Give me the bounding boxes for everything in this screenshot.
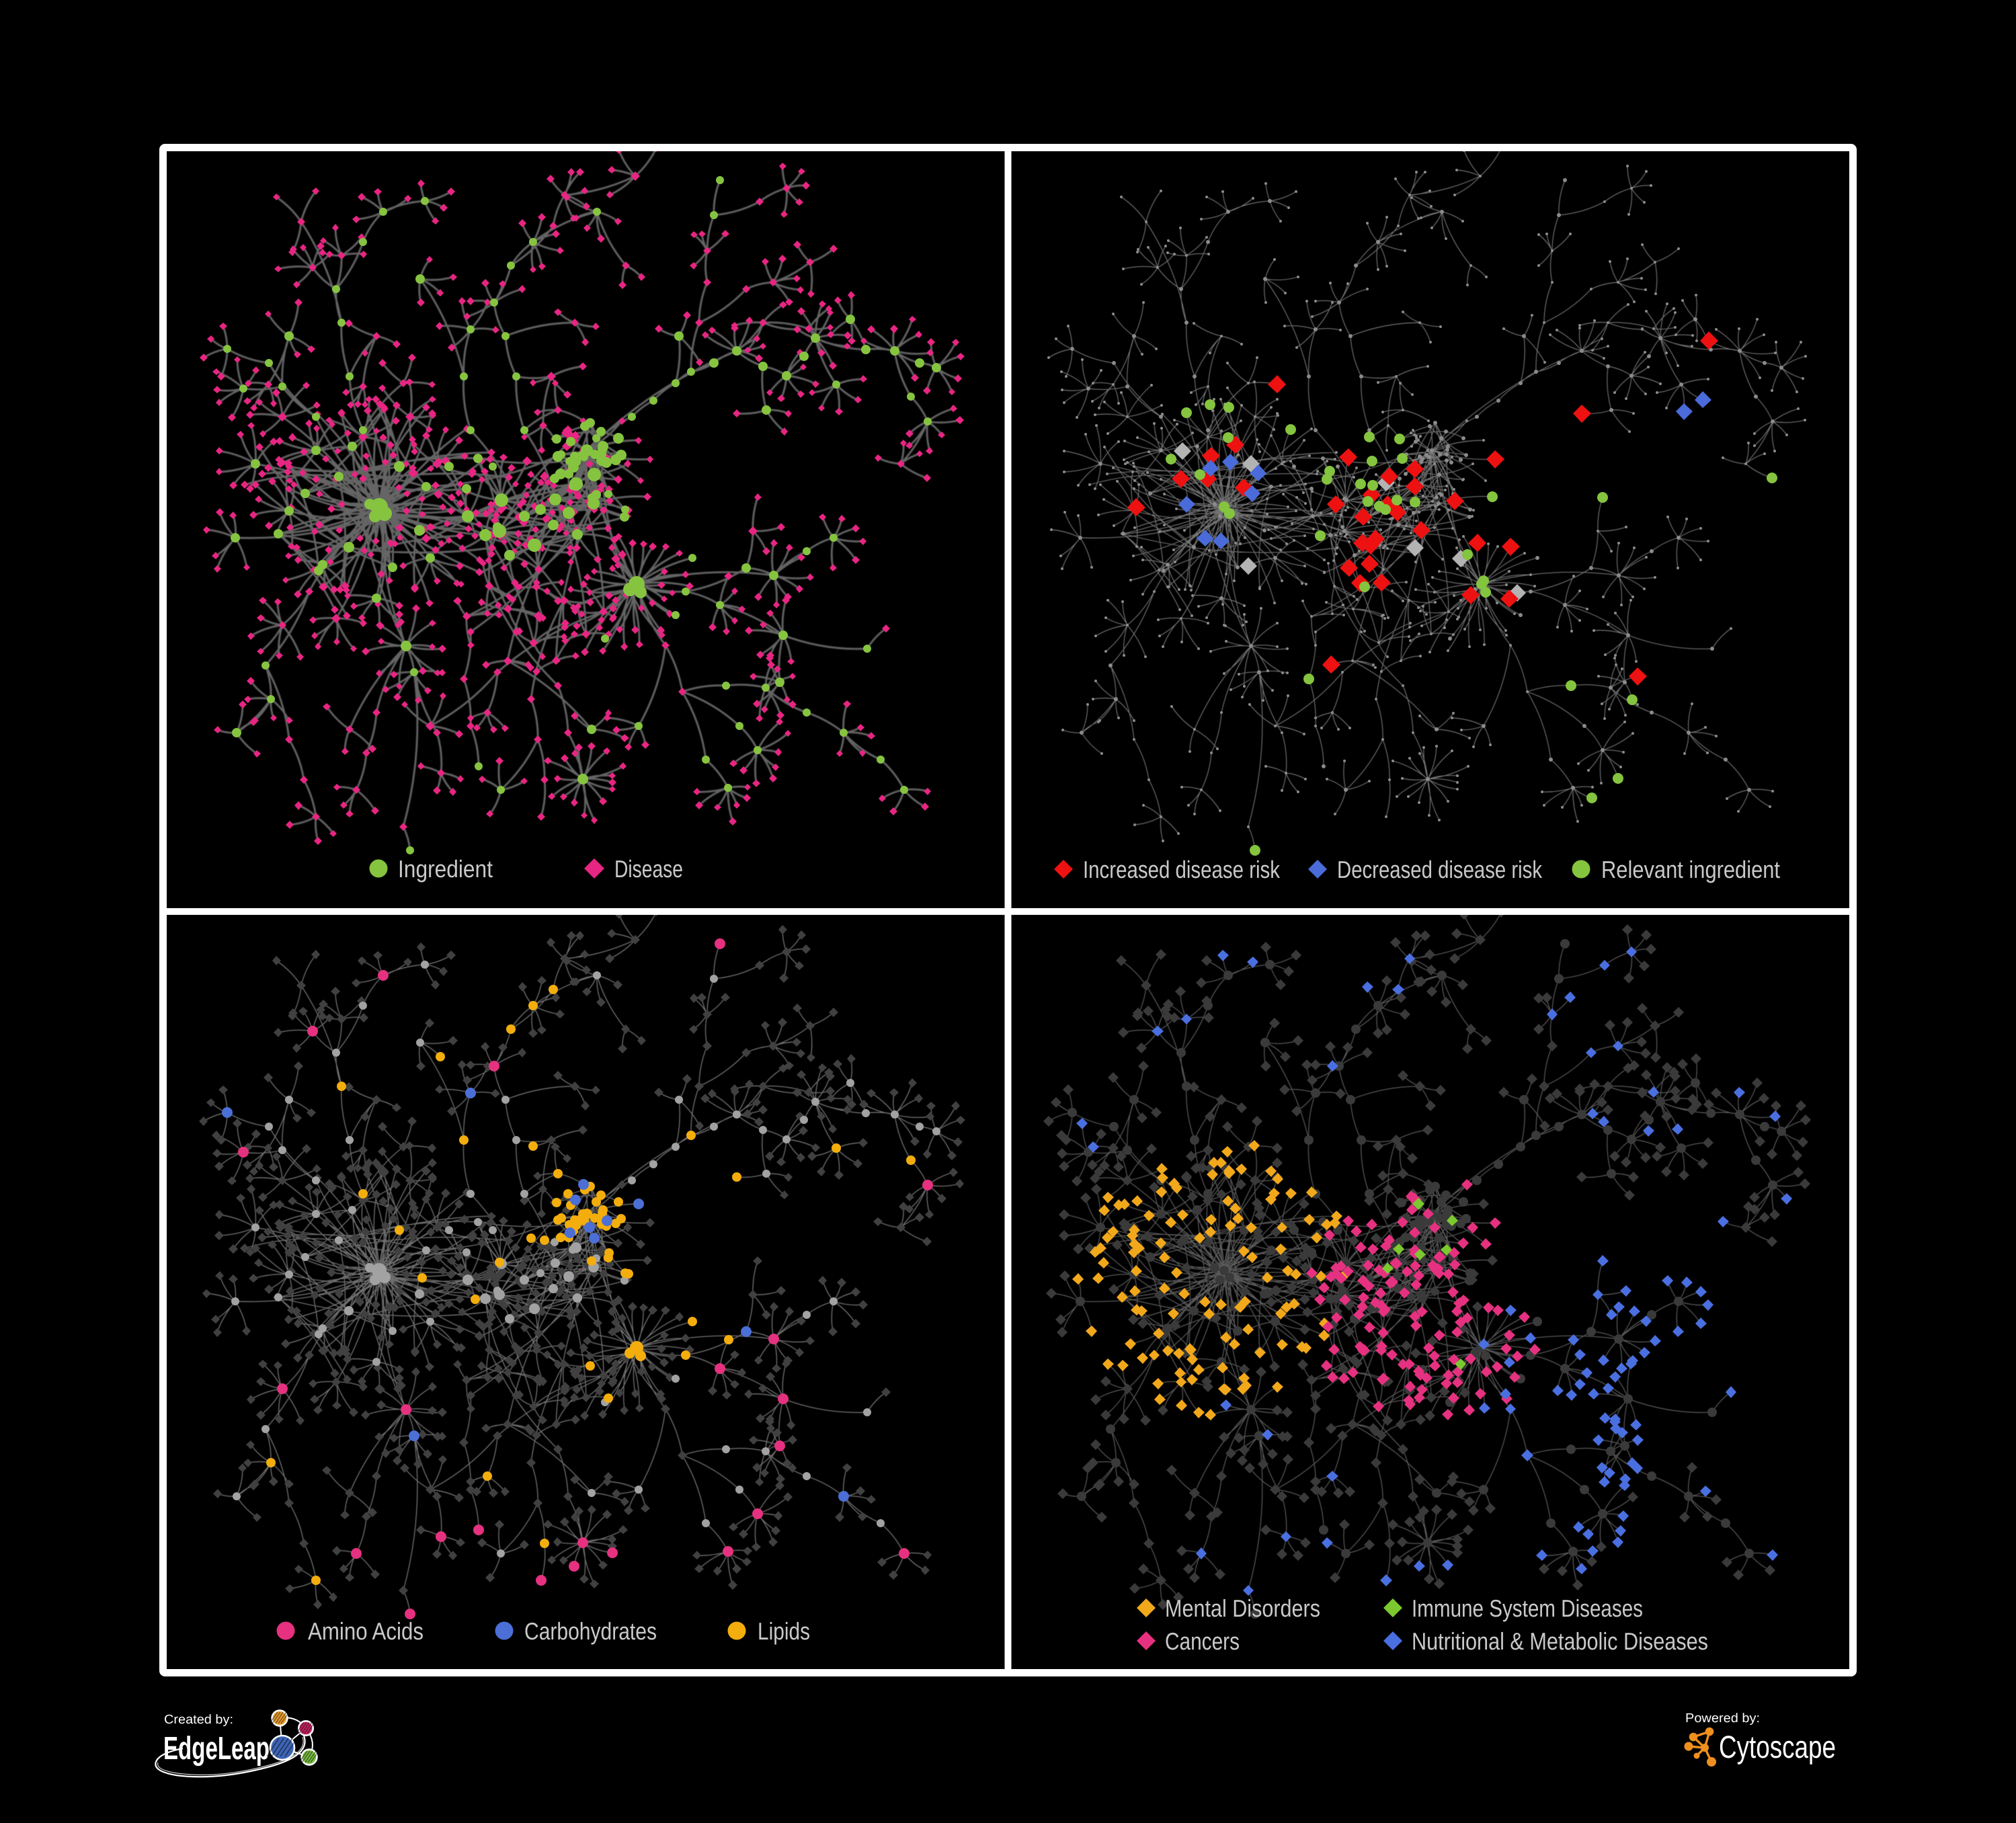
svg-text:Lipids: Lipids — [758, 1617, 810, 1645]
svg-text:Nutritional & Metabolic Diseas: Nutritional & Metabolic Diseases — [1412, 1627, 1708, 1655]
svg-text:Disease: Disease — [614, 855, 683, 883]
svg-text:Increased disease risk: Increased disease risk — [1083, 856, 1281, 883]
svg-text:Relevant ingredient: Relevant ingredient — [1601, 856, 1780, 883]
svg-text:Cytoscape: Cytoscape — [1719, 1729, 1836, 1765]
svg-text:Amino Acids: Amino Acids — [308, 1617, 424, 1645]
svg-text:Immune System Diseases: Immune System Diseases — [1412, 1594, 1643, 1622]
svg-text:Mental Disorders: Mental Disorders — [1165, 1594, 1320, 1622]
svg-text:Cancers: Cancers — [1165, 1627, 1240, 1655]
svg-text:Created by:: Created by: — [164, 1713, 233, 1727]
svg-text:EdgeLeap: EdgeLeap — [163, 1731, 270, 1767]
svg-text:Ingredient: Ingredient — [398, 855, 493, 883]
svg-text:Carbohydrates: Carbohydrates — [524, 1617, 657, 1645]
svg-text:Powered by:: Powered by: — [1685, 1711, 1760, 1726]
svg-text:Decreased disease risk: Decreased disease risk — [1337, 856, 1543, 883]
